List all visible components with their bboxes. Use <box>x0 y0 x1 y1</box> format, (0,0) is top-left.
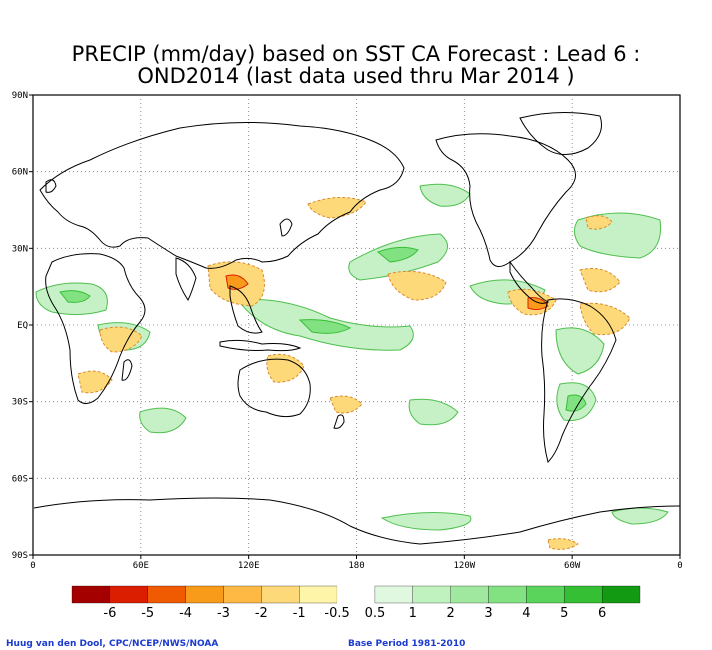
colorbar-label: 0.5 <box>365 606 386 621</box>
colorbar-swatch <box>185 585 224 604</box>
lat-label: 60S <box>12 474 28 484</box>
colorbar-swatch <box>261 585 300 604</box>
dry-region-north-pacific <box>307 197 367 219</box>
lat-label: 60N <box>12 168 28 178</box>
colorbar-label: 3 <box>484 606 492 621</box>
dry-region-south-pacific <box>329 395 363 414</box>
colorbar-label: -4 <box>179 606 192 621</box>
colorbar-label: 6 <box>598 606 606 621</box>
map-title-line-2: OND2014 (last data used thru Mar 2014 ) <box>137 64 575 88</box>
base-period-text: Base Period 1981-2010 <box>348 639 466 649</box>
lon-label: 120E <box>238 561 260 571</box>
coast-central-america <box>509 260 550 304</box>
lat-label: 30N <box>12 244 28 254</box>
dry-region-tropical-atlantic-n <box>579 268 621 293</box>
lon-label: 60E <box>133 561 149 571</box>
negative-anomaly-cores <box>225 274 549 311</box>
colorbar-swatch <box>564 585 603 604</box>
colorbar-swatch <box>374 585 413 604</box>
colorbar-swatch <box>71 585 111 604</box>
coast-india <box>175 257 197 301</box>
dry-region-hawaii <box>387 270 447 301</box>
credit-text: Huug van den Dool, CPC/NCEP/NWS/NOAA <box>6 639 219 649</box>
coast-british-isles <box>45 179 57 193</box>
colorbar-label: -2 <box>255 606 268 621</box>
coast-indonesia <box>219 339 302 352</box>
colorbar-swatch <box>109 585 148 604</box>
colorbar-label: 4 <box>522 606 530 621</box>
coast-greenland <box>519 111 602 155</box>
coast-south-america <box>541 298 617 463</box>
colorbar-swatch <box>488 585 527 604</box>
wet-region-south-atlantic <box>611 507 669 525</box>
coast-japan <box>279 218 293 237</box>
lat-label: 90N <box>12 91 28 101</box>
negative-anomaly-regions <box>77 197 631 550</box>
colorbar-label: -3 <box>217 606 230 621</box>
colorbar-swatch <box>299 585 338 604</box>
coast-new-zealand <box>333 414 345 429</box>
lon-label: 0 <box>677 561 682 571</box>
lat-label: 30S <box>12 398 28 408</box>
lon-label: 120W <box>453 561 475 571</box>
coast-southeast-asia <box>229 285 263 334</box>
colorbar-swatch <box>412 585 451 604</box>
colorbar: -6 -5 -4 -3 -2 -1 -0.5 0.5 1 2 3 4 5 6 <box>71 585 641 621</box>
lat-label: 90S <box>12 551 28 561</box>
colorbar-label: 1 <box>409 606 417 621</box>
colorbar-label: -0.5 <box>324 606 349 621</box>
wet-region-north-pacific <box>419 183 471 207</box>
positive-anomaly-cores <box>59 246 587 412</box>
colorbar-swatch <box>601 585 641 604</box>
colorbar-swatch <box>223 585 262 604</box>
colorbar-swatch <box>337 586 375 603</box>
coast-madagascar <box>121 359 133 381</box>
dry-region-north-atlantic <box>585 215 613 230</box>
colorbar-label: 5 <box>560 606 568 621</box>
dry-region-southern-africa <box>77 370 113 394</box>
colorbar-label: -5 <box>141 606 154 621</box>
lon-label: 0 <box>30 561 35 571</box>
wet-region-south-indian <box>139 407 187 434</box>
lat-label: EQ <box>17 321 28 331</box>
wet-region-south-america <box>555 327 605 375</box>
coast-antarctica <box>33 497 681 545</box>
dry-region-southern-ocean <box>547 538 579 550</box>
colorbar-swatch <box>526 585 565 604</box>
colorbar-label: -1 <box>293 606 306 621</box>
lon-label: 180 <box>348 561 364 571</box>
wet-region-south-pacific <box>408 398 459 426</box>
dry-region-australia <box>266 353 305 383</box>
wet-region-antarctic-coast <box>380 511 472 531</box>
lon-label: 60W <box>564 561 581 571</box>
colorbar-label: -6 <box>103 606 116 621</box>
coast-europe-asia <box>39 121 405 269</box>
map-title-line-1: PRECIP (mm/day) based on SST CA Forecast… <box>71 42 641 66</box>
colorbar-swatch <box>450 585 489 604</box>
colorbar-label: 2 <box>447 606 455 621</box>
continent-outlines <box>33 111 681 545</box>
colorbar-swatch <box>147 585 186 604</box>
coast-africa <box>45 253 146 404</box>
coast-australia <box>237 358 311 418</box>
